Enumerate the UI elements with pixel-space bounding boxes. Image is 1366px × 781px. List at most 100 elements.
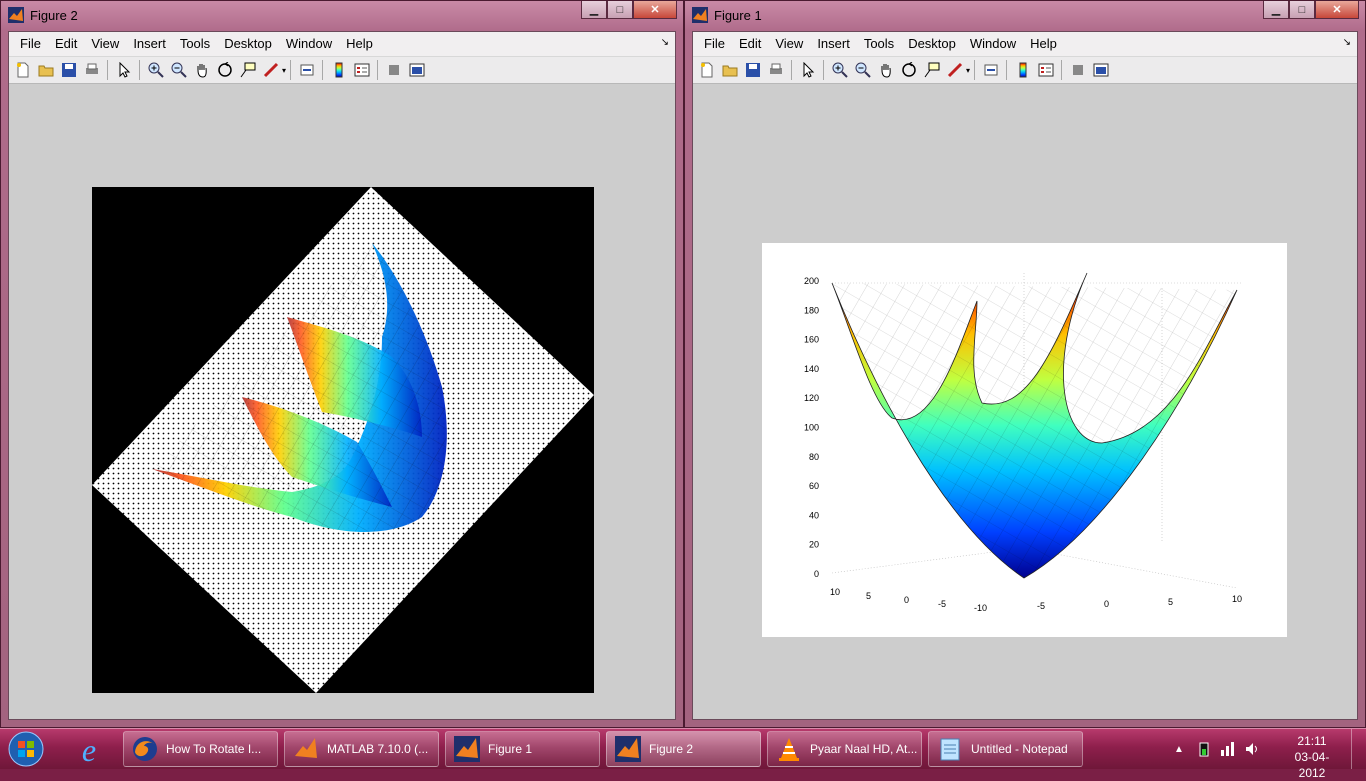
edit-plot-button[interactable] (114, 60, 134, 80)
menu-tools[interactable]: Tools (179, 36, 211, 51)
menu-view[interactable]: View (775, 36, 804, 51)
minimize-button[interactable]: ▁ (1263, 1, 1289, 19)
z-tick-label: 140 (804, 364, 819, 374)
taskbar: e How To Rotate I... MATLAB 7.10.0 (... … (0, 728, 1366, 780)
vlc-icon (779, 738, 799, 761)
menu-insert[interactable]: Insert (817, 36, 850, 51)
show-hidden-icons-icon[interactable]: ▲ (1174, 743, 1184, 755)
zoom-out-button[interactable] (853, 60, 873, 80)
link-plot-icon (300, 64, 314, 76)
close-button[interactable]: ✕ (633, 1, 677, 19)
hide-plot-tools-button[interactable] (1068, 60, 1088, 80)
menu-insert[interactable]: Insert (133, 36, 166, 51)
close-icon: ✕ (1332, 4, 1342, 16)
maximize-icon: □ (1298, 3, 1306, 16)
zoom-in-icon (832, 62, 848, 78)
volume-icon[interactable] (1244, 741, 1260, 757)
menu-view[interactable]: View (91, 36, 120, 51)
maximize-button[interactable]: □ (1289, 1, 1315, 19)
rotate-3d-button[interactable] (215, 60, 235, 80)
link-plot-button[interactable] (981, 60, 1001, 80)
minimize-icon: ▁ (1271, 4, 1281, 16)
taskbar-item-notepad[interactable]: Untitled - Notepad (928, 731, 1083, 767)
figure-canvas (9, 84, 675, 719)
menu-window[interactable]: Window (285, 36, 333, 51)
maximize-button[interactable]: □ (607, 1, 633, 19)
menu-edit[interactable]: Edit (54, 36, 78, 51)
menu-edit[interactable]: Edit (738, 36, 762, 51)
z-tick-label: 40 (809, 510, 819, 520)
new-figure-button[interactable] (13, 60, 33, 80)
brush-button[interactable] (945, 60, 965, 80)
taskbar-item-vlc[interactable]: Pyaar Naal HD, At... (767, 731, 922, 767)
print-button[interactable] (766, 60, 786, 80)
save-button[interactable] (59, 60, 79, 80)
rotate-3d-button[interactable] (899, 60, 919, 80)
figure1-titlebar[interactable]: Figure 1 ▁ □ ✕ (685, 1, 1365, 30)
network-icon[interactable] (1220, 741, 1236, 757)
menu-desktop[interactable]: Desktop (224, 36, 272, 51)
save-button[interactable] (743, 60, 763, 80)
figure1-window: Figure 1 ▁ □ ✕ File Edit View Insert Too… (684, 0, 1366, 728)
taskbar-item-matlab[interactable]: MATLAB 7.10.0 (... (284, 731, 439, 767)
zoom-out-button[interactable] (169, 60, 189, 80)
menu-window[interactable]: Window (969, 36, 1017, 51)
print-icon (85, 63, 98, 74)
menu-file[interactable]: File (704, 36, 725, 51)
link-plot-button[interactable] (297, 60, 317, 80)
hide-plot-tools-button[interactable] (384, 60, 404, 80)
show-plot-tools-button[interactable] (1091, 60, 1111, 80)
system-tray: ▲ (1174, 729, 1264, 769)
show-desktop-button[interactable] (1351, 729, 1366, 769)
start-button[interactable] (4, 730, 48, 768)
notepad-icon (940, 738, 960, 761)
z-tick-label: 180 (804, 305, 819, 315)
taskbar-item-firefox[interactable]: How To Rotate I... (123, 731, 278, 767)
internet-explorer-icon[interactable]: e (66, 731, 112, 767)
dock-arrow-icon[interactable]: ↘ (1342, 37, 1351, 48)
toolbar-separator (139, 60, 140, 80)
pan-icon (197, 64, 207, 78)
zoom-out-icon (171, 62, 187, 78)
legend-button[interactable] (1036, 60, 1056, 80)
show-plot-tools-button[interactable] (407, 60, 427, 80)
brush-icon (263, 62, 278, 78)
pan-button[interactable] (876, 60, 896, 80)
pan-icon (881, 64, 891, 78)
data-cursor-button[interactable] (238, 60, 258, 80)
close-button[interactable]: ✕ (1315, 1, 1359, 19)
rotate-3d-icon (901, 62, 916, 77)
taskbar-item-figure1[interactable]: Figure 1 (445, 731, 600, 767)
open-file-button[interactable] (36, 60, 56, 80)
taskbar-item-figure2[interactable]: Figure 2 (606, 731, 761, 767)
dock-arrow-icon[interactable]: ↘ (660, 37, 669, 48)
figure2-titlebar[interactable]: Figure 2 ▁ □ ✕ (1, 1, 683, 30)
menu-tools[interactable]: Tools (863, 36, 895, 51)
legend-button[interactable] (352, 60, 372, 80)
z-tick-label: 120 (804, 393, 819, 403)
open-file-button[interactable] (720, 60, 740, 80)
zoom-in-button[interactable] (830, 60, 850, 80)
data-cursor-button[interactable] (922, 60, 942, 80)
menu-help[interactable]: Help (1030, 36, 1057, 51)
firefox-icon (133, 737, 157, 761)
menu-desktop[interactable]: Desktop (908, 36, 956, 51)
new-figure-button[interactable] (697, 60, 717, 80)
print-button[interactable] (82, 60, 102, 80)
minimize-button[interactable]: ▁ (581, 1, 607, 19)
zoom-in-button[interactable] (146, 60, 166, 80)
pan-button[interactable] (192, 60, 212, 80)
brush-button[interactable] (261, 60, 281, 80)
chevron-down-icon[interactable]: ▾ (966, 65, 971, 75)
menu-file[interactable]: File (20, 36, 41, 51)
colorbar-button[interactable] (329, 60, 349, 80)
taskbar-item-label: MATLAB 7.10.0 (... (327, 742, 429, 756)
edit-plot-button[interactable] (798, 60, 818, 80)
print-icon (769, 63, 782, 74)
battery-icon[interactable] (1196, 741, 1212, 757)
z-tick-label: 0 (814, 569, 819, 579)
menu-help[interactable]: Help (346, 36, 373, 51)
clock[interactable]: 21:11 03-04-2012 (1282, 733, 1342, 781)
chevron-down-icon[interactable]: ▾ (282, 65, 287, 75)
colorbar-button[interactable] (1013, 60, 1033, 80)
